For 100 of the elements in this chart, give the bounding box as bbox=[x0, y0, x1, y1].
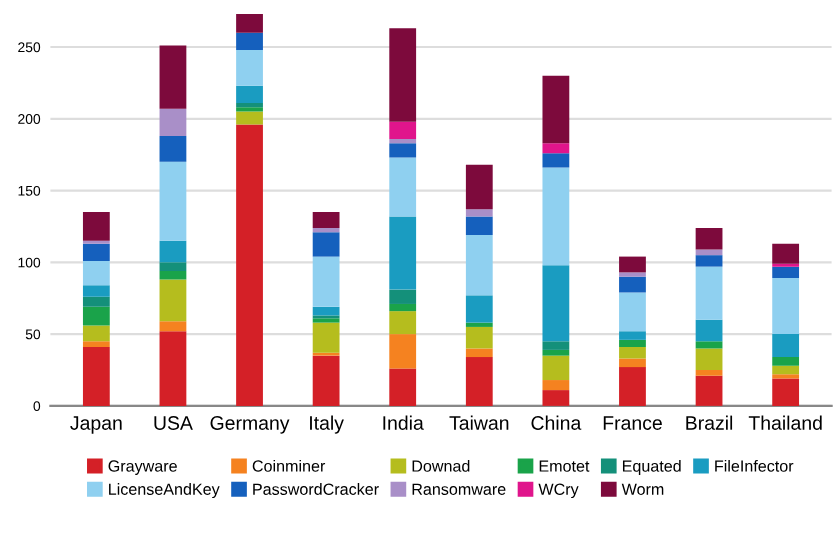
bar bbox=[695, 266, 723, 320]
bar bbox=[82, 347, 110, 406]
bar bbox=[236, 85, 263, 103]
bar bbox=[619, 347, 646, 359]
x-tick-label: India bbox=[383, 415, 424, 430]
bar bbox=[82, 306, 110, 326]
bar bbox=[389, 289, 417, 304]
bar bbox=[236, 111, 263, 125]
x-tick-label: Taiwan bbox=[449, 415, 509, 430]
bar bbox=[619, 276, 646, 293]
bar bbox=[772, 357, 800, 366]
bar bbox=[159, 279, 187, 322]
bar bbox=[542, 390, 570, 406]
bar bbox=[772, 243, 800, 264]
legend-label: LicenseAndKey bbox=[109, 483, 220, 499]
bar bbox=[619, 331, 646, 340]
bar bbox=[389, 334, 417, 369]
bar bbox=[772, 278, 800, 335]
bar bbox=[82, 212, 110, 241]
bar bbox=[389, 368, 417, 406]
bar bbox=[695, 369, 723, 376]
x-tick-label: Germany bbox=[210, 416, 290, 434]
legend-label: PasswordCracker bbox=[253, 483, 379, 495]
bar bbox=[695, 341, 723, 349]
bar bbox=[312, 322, 340, 353]
bar bbox=[159, 240, 187, 263]
bar bbox=[312, 232, 340, 257]
bar bbox=[772, 365, 800, 375]
bar bbox=[236, 32, 263, 50]
bar bbox=[159, 270, 187, 280]
bar bbox=[542, 167, 570, 266]
legend-label: WCry bbox=[538, 483, 579, 499]
bar bbox=[695, 249, 723, 256]
legend-label: FileInfector bbox=[715, 459, 794, 472]
x-tick-label: Thailand bbox=[748, 415, 822, 430]
bar bbox=[619, 367, 646, 406]
bar bbox=[389, 121, 417, 139]
x-tick-label: USA bbox=[154, 416, 193, 430]
bar bbox=[465, 216, 493, 236]
bar bbox=[236, 49, 263, 86]
bar bbox=[542, 153, 570, 168]
legend-label: Emotet bbox=[539, 460, 590, 472]
bar bbox=[82, 325, 110, 342]
bar bbox=[312, 212, 340, 228]
legend-label: Ransomware bbox=[412, 483, 506, 495]
bar bbox=[465, 348, 493, 358]
legend-label: Downad bbox=[412, 459, 470, 472]
x-tick-label: China bbox=[531, 415, 582, 430]
bar bbox=[82, 243, 110, 261]
legend-label: Coinminer bbox=[252, 459, 326, 472]
bar bbox=[619, 358, 646, 368]
bar bbox=[312, 355, 340, 406]
bar bbox=[82, 285, 110, 297]
bar bbox=[159, 45, 187, 109]
bar bbox=[389, 138, 417, 144]
bar bbox=[465, 235, 493, 296]
bar bbox=[312, 256, 340, 307]
bar bbox=[159, 136, 187, 162]
bar bbox=[542, 265, 570, 342]
x-tick-label: France bbox=[603, 416, 662, 430]
x-tick-label: Italy bbox=[310, 415, 344, 434]
bar bbox=[465, 209, 493, 217]
bar bbox=[236, 102, 263, 108]
bar bbox=[312, 227, 340, 233]
bar bbox=[695, 348, 723, 370]
bar bbox=[389, 143, 417, 158]
bar bbox=[772, 266, 800, 279]
bar bbox=[542, 380, 570, 391]
x-tick-label: Brazil bbox=[686, 415, 733, 430]
bar bbox=[695, 375, 723, 406]
bar bbox=[159, 321, 187, 332]
x-tick-label: Japan bbox=[70, 416, 122, 434]
bar bbox=[389, 157, 417, 217]
bar bbox=[619, 292, 646, 332]
bar bbox=[619, 256, 646, 273]
bar bbox=[82, 260, 110, 286]
bar bbox=[772, 378, 800, 406]
bar bbox=[695, 227, 723, 250]
bar bbox=[159, 331, 187, 406]
bar bbox=[159, 262, 187, 271]
bar bbox=[542, 143, 570, 154]
bar bbox=[389, 311, 417, 335]
bar bbox=[695, 255, 723, 267]
bar bbox=[236, 124, 263, 406]
legend-label: Grayware bbox=[108, 460, 177, 475]
bar bbox=[82, 341, 110, 348]
bar bbox=[542, 355, 570, 381]
bar bbox=[159, 161, 187, 241]
bar bbox=[465, 164, 493, 210]
legend-label: Equated bbox=[622, 459, 681, 475]
bar bbox=[389, 303, 417, 312]
bar bbox=[542, 75, 570, 144]
bar bbox=[236, 13, 263, 33]
bar bbox=[772, 334, 800, 358]
bar bbox=[542, 341, 570, 350]
bar bbox=[465, 357, 493, 406]
bar bbox=[159, 108, 187, 137]
bar bbox=[82, 296, 110, 307]
bar bbox=[389, 216, 417, 290]
bar bbox=[542, 349, 570, 356]
